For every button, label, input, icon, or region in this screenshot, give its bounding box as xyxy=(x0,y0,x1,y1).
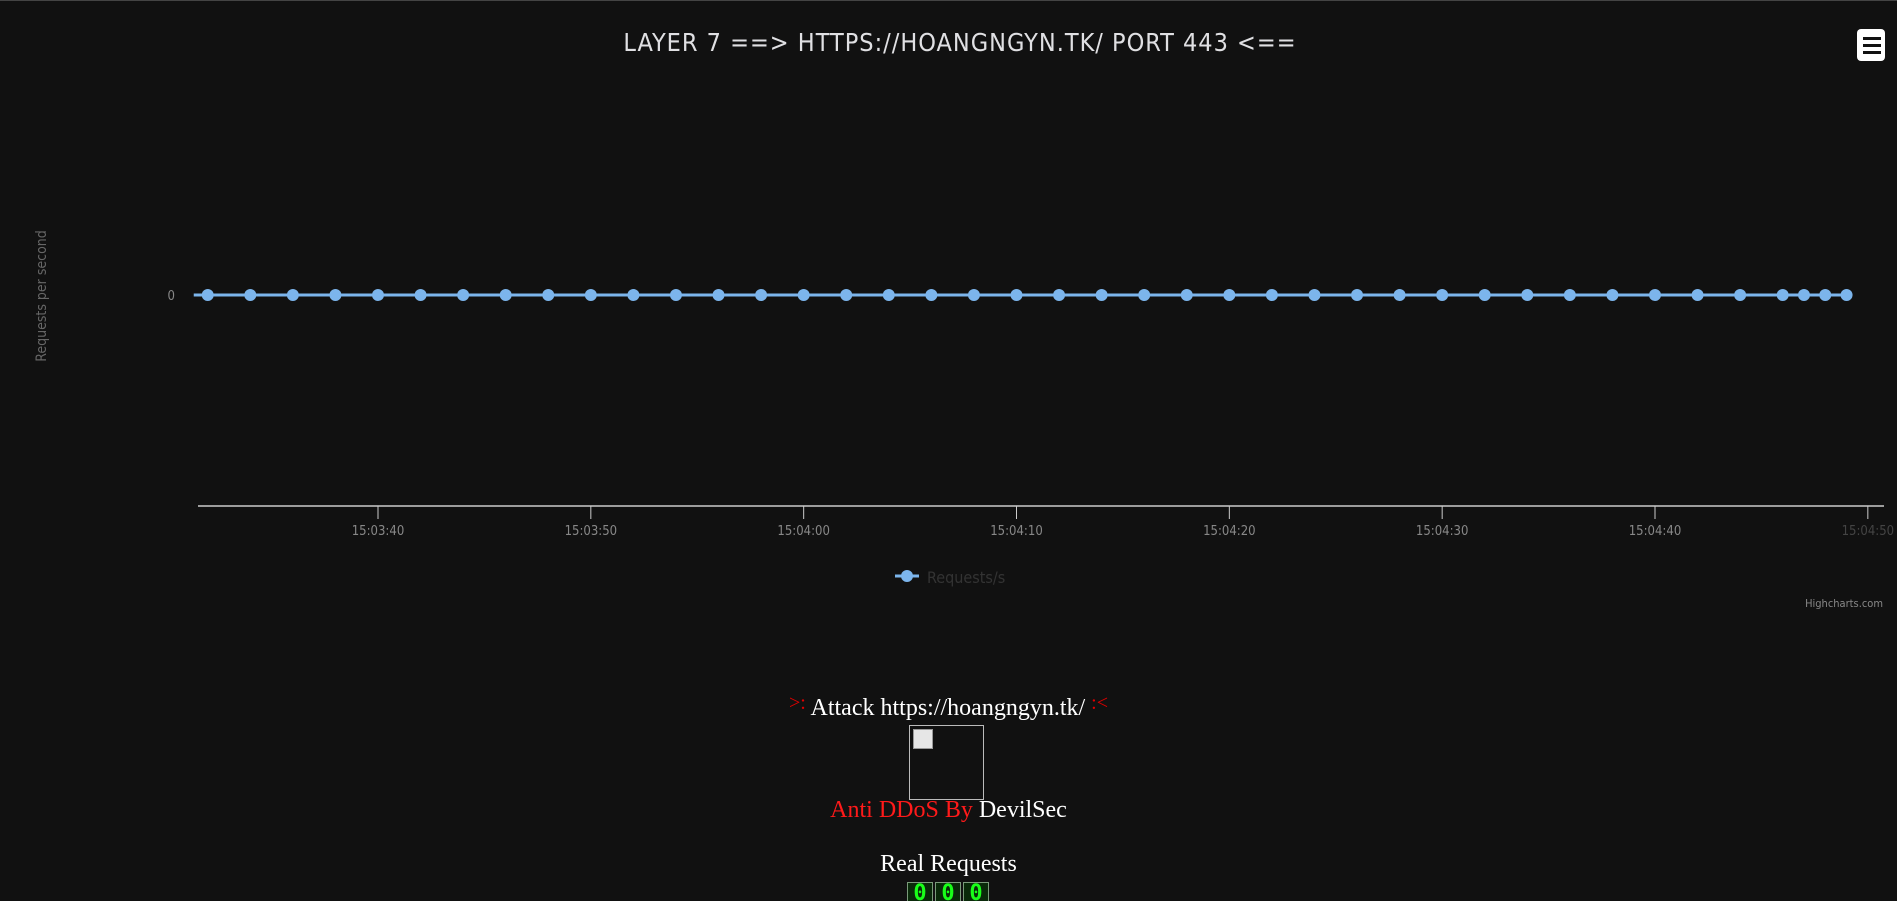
x-tick-label: 15:03:50 xyxy=(565,524,618,539)
x-axis-ticks: 15:03:40 15:03:50 15:04:00 15:04:10 15:04:20… xyxy=(352,506,1894,539)
series-point[interactable] xyxy=(372,289,384,301)
x-tick-label: 15:04:00 xyxy=(777,524,830,539)
series-point[interactable] xyxy=(201,289,214,301)
series-point[interactable] xyxy=(1819,289,1832,301)
series-point[interactable] xyxy=(797,289,810,301)
series-point[interactable] xyxy=(1521,289,1534,301)
series-point[interactable] xyxy=(669,289,682,301)
x-tick-label: 15:04:40 xyxy=(1629,524,1682,539)
series-requests xyxy=(193,289,1853,301)
series-point[interactable] xyxy=(1776,289,1789,301)
series-point[interactable] xyxy=(1393,289,1406,301)
series-point[interactable] xyxy=(1649,289,1661,301)
series-point[interactable] xyxy=(1436,289,1449,301)
series-point[interactable] xyxy=(712,289,725,301)
legend[interactable]: Requests/s xyxy=(895,568,1005,587)
broken-image-icon xyxy=(913,729,933,749)
chart: LAYER 7 ==> HTTPS://HOANGNGYN.TK/ PORT 4… xyxy=(34,28,1894,610)
series-point[interactable] xyxy=(1180,289,1193,301)
series-point[interactable] xyxy=(755,289,768,301)
attack-caption: >: Attack https://hoangngyn.tk/ :< xyxy=(0,692,1897,722)
series-point[interactable] xyxy=(1138,289,1151,301)
x-tick-label: 15:04:50 xyxy=(1842,524,1895,539)
counter-digit: 0 xyxy=(963,882,989,901)
series-point[interactable] xyxy=(457,289,470,301)
series-point[interactable] xyxy=(286,289,299,301)
series-point[interactable] xyxy=(1691,289,1704,301)
series-point[interactable] xyxy=(244,289,257,301)
hamburger-menu-icon[interactable] xyxy=(1857,29,1885,61)
series-point[interactable] xyxy=(499,289,512,301)
request-counter: 0 0 0 xyxy=(907,882,989,901)
counter-digit: 0 xyxy=(907,882,933,901)
legend-symbol-marker xyxy=(901,570,913,582)
y-axis-label: Requests per second xyxy=(34,230,50,362)
series-point[interactable] xyxy=(840,289,853,301)
series-point[interactable] xyxy=(627,289,640,301)
series-point[interactable] xyxy=(1265,289,1278,301)
broken-image xyxy=(909,725,984,800)
series-point[interactable] xyxy=(1351,289,1364,301)
series-point[interactable] xyxy=(967,289,980,301)
series-point[interactable] xyxy=(542,289,555,301)
series-point[interactable] xyxy=(882,289,895,301)
x-tick-label: 15:03:40 xyxy=(352,524,405,539)
legend-label[interactable]: Requests/s xyxy=(927,568,1005,587)
series-point[interactable] xyxy=(329,289,342,301)
series-point[interactable] xyxy=(1606,289,1619,301)
attack-left-arrow: >: xyxy=(788,692,806,714)
series-point[interactable] xyxy=(1095,289,1108,301)
series-point[interactable] xyxy=(1563,289,1576,301)
series-point[interactable] xyxy=(1223,289,1236,301)
series-point[interactable] xyxy=(1308,289,1321,301)
series-point[interactable] xyxy=(1840,289,1853,301)
chart-title: LAYER 7 ==> HTTPS://HOANGNGYN.TK/ PORT 4… xyxy=(623,28,1296,57)
series-point[interactable] xyxy=(1478,289,1491,301)
attack-text: Attack https://hoangngyn.tk/ xyxy=(810,695,1086,721)
series-point[interactable] xyxy=(925,289,938,301)
series-point[interactable] xyxy=(584,289,597,301)
x-tick-label: 15:04:30 xyxy=(1416,524,1469,539)
real-requests-label: Real Requests xyxy=(880,851,1017,877)
series-point[interactable] xyxy=(1797,289,1810,301)
series-point[interactable] xyxy=(414,289,427,301)
anti-ddos-caption: Anti DDoS By DevilSec xyxy=(0,797,1897,824)
anti-ddos-by-text: Anti DDoS By xyxy=(830,797,973,823)
counter-digit: 0 xyxy=(935,882,961,901)
series-point[interactable] xyxy=(1053,289,1066,301)
x-tick-label: 15:04:20 xyxy=(1203,524,1256,539)
attack-right-arrow: :< xyxy=(1091,692,1108,714)
y-tick-label: 0 xyxy=(168,289,175,304)
x-tick-label: 15:04:10 xyxy=(990,524,1043,539)
series-point[interactable] xyxy=(1010,289,1023,301)
devilsec-text: DevilSec xyxy=(978,797,1067,823)
series-point[interactable] xyxy=(1734,289,1747,301)
chart-credits[interactable]: Highcharts.com xyxy=(1805,597,1883,610)
